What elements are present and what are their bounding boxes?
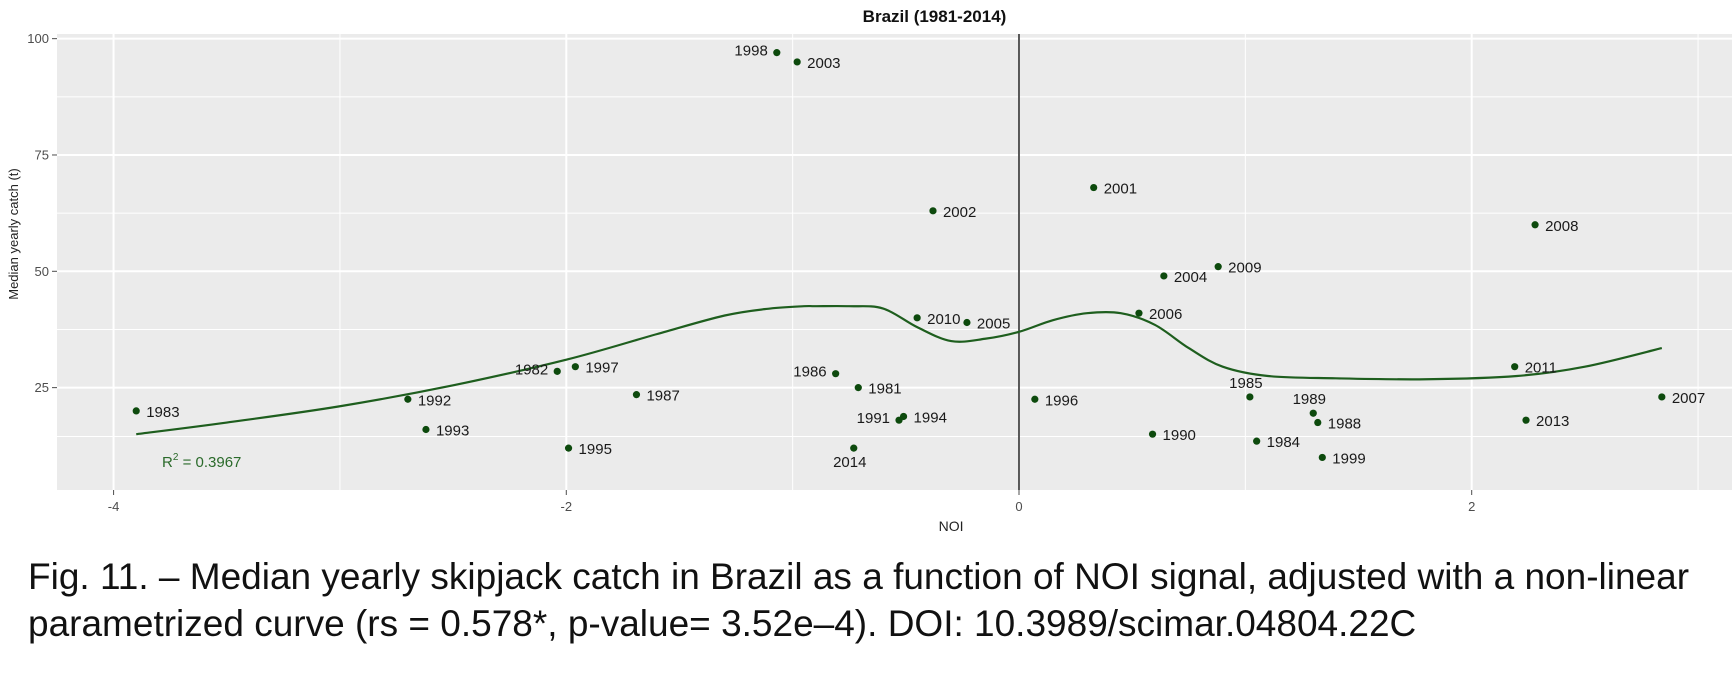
data-point-1992 <box>404 395 412 403</box>
point-label-1987: 1987 <box>646 388 679 405</box>
x-tick-label: -2 <box>561 499 573 514</box>
data-point-2008 <box>1531 221 1539 229</box>
data-point-2010 <box>913 314 921 322</box>
data-point-1985 <box>1246 393 1254 401</box>
fit-curve <box>136 304 1663 436</box>
data-point-1989 <box>1309 409 1317 417</box>
point-label-2004: 2004 <box>1174 269 1207 286</box>
y-tick-label: 25 <box>35 380 49 395</box>
figure-caption: Fig. 11. – Median yearly skipjack catch … <box>28 556 1690 644</box>
data-point-2013 <box>1522 416 1530 424</box>
point-label-2008: 2008 <box>1545 218 1578 235</box>
data-point-2002 <box>929 207 937 215</box>
data-point-1983 <box>132 407 140 415</box>
x-tick-label: 2 <box>1468 499 1475 514</box>
point-label-2010: 2010 <box>927 311 960 328</box>
point-label-1990: 1990 <box>1163 427 1196 444</box>
data-point-1982 <box>553 367 561 375</box>
point-label-2001: 2001 <box>1104 181 1137 198</box>
data-point-1991 <box>895 416 903 424</box>
point-label-2013: 2013 <box>1536 413 1569 430</box>
point-label-2014: 2014 <box>833 454 866 471</box>
scatter-chart: -4 -2 0 2 25 50 75 100 1983 1992 1993 1982 1997 1995… <box>6 7 1732 534</box>
point-label-2006: 2006 <box>1149 306 1182 323</box>
data-point-1996 <box>1031 395 1039 403</box>
data-point-1990 <box>1148 430 1157 438</box>
chart-title: Brazil (1981-2014) <box>863 7 1007 26</box>
data-point-2014 <box>850 444 858 452</box>
data-point-1981 <box>854 384 862 392</box>
point-label-2011: 2011 <box>1525 360 1557 377</box>
y-tick-label: 50 <box>35 264 49 279</box>
point-label-1992: 1992 <box>418 392 451 409</box>
point-label-1996: 1996 <box>1045 392 1078 409</box>
point-label-1984: 1984 <box>1267 434 1300 451</box>
point-label-1988: 1988 <box>1328 416 1361 433</box>
point-label-2007: 2007 <box>1672 390 1705 407</box>
data-point-2011 <box>1511 363 1519 371</box>
r2-value: = 0.3967 <box>178 454 241 471</box>
point-label-1986: 1986 <box>793 364 826 381</box>
data-point-2005 <box>963 318 971 327</box>
data-point-1986 <box>832 370 840 378</box>
data-point-1987 <box>632 391 641 399</box>
y-tick-label: 75 <box>35 147 49 162</box>
point-label-1994: 1994 <box>914 409 947 426</box>
data-point-1993 <box>422 425 430 434</box>
data-point-2009 <box>1214 263 1222 271</box>
y-tick-label: 100 <box>27 31 49 46</box>
data-point-2006 <box>1135 309 1143 317</box>
point-label-2003: 2003 <box>807 55 840 72</box>
plot-panel <box>57 34 1732 490</box>
r-squared-annotation: R2 = 0.3967 <box>162 452 241 471</box>
point-label-1999: 1999 <box>1332 450 1365 467</box>
x-axis-label: NOI <box>939 518 964 534</box>
point-label-1995: 1995 <box>579 441 612 458</box>
r2-superscript: 2 <box>173 452 179 463</box>
data-point-1997 <box>571 363 579 371</box>
data-point-1988 <box>1314 418 1322 427</box>
point-label-2005: 2005 <box>977 315 1010 332</box>
data-point-2007 <box>1658 393 1666 401</box>
point-label-2009: 2009 <box>1228 260 1261 277</box>
axis-ticks: -4 -2 0 2 25 50 75 100 <box>27 31 1475 514</box>
point-label-1997: 1997 <box>585 360 618 377</box>
point-label-1989: 1989 <box>1293 391 1326 408</box>
x-tick-label: -4 <box>108 499 120 514</box>
data-point-1999 <box>1318 453 1326 462</box>
data-point-2004 <box>1160 272 1168 280</box>
data-points: 1983 1992 1993 1982 1997 1995 1987 1998 2003 1986… <box>132 43 1705 471</box>
point-label-1982: 1982 <box>515 361 548 378</box>
point-label-1985: 1985 <box>1229 375 1262 392</box>
point-label-1981: 1981 <box>868 381 901 398</box>
y-axis-label: Median yearly catch (t) <box>6 168 21 300</box>
data-point-2001 <box>1090 183 1098 192</box>
data-point-1984 <box>1253 437 1261 445</box>
point-label-1998: 1998 <box>734 43 767 60</box>
data-point-2003 <box>793 58 801 66</box>
point-label-1991: 1991 <box>857 410 890 427</box>
point-label-1993: 1993 <box>436 423 469 440</box>
point-label-2002: 2002 <box>943 204 976 221</box>
data-point-1998 <box>773 49 781 57</box>
point-label-1983: 1983 <box>146 404 179 421</box>
r2-symbol: R <box>162 454 173 471</box>
x-tick-label: 0 <box>1015 499 1022 514</box>
data-point-1995 <box>564 444 573 452</box>
